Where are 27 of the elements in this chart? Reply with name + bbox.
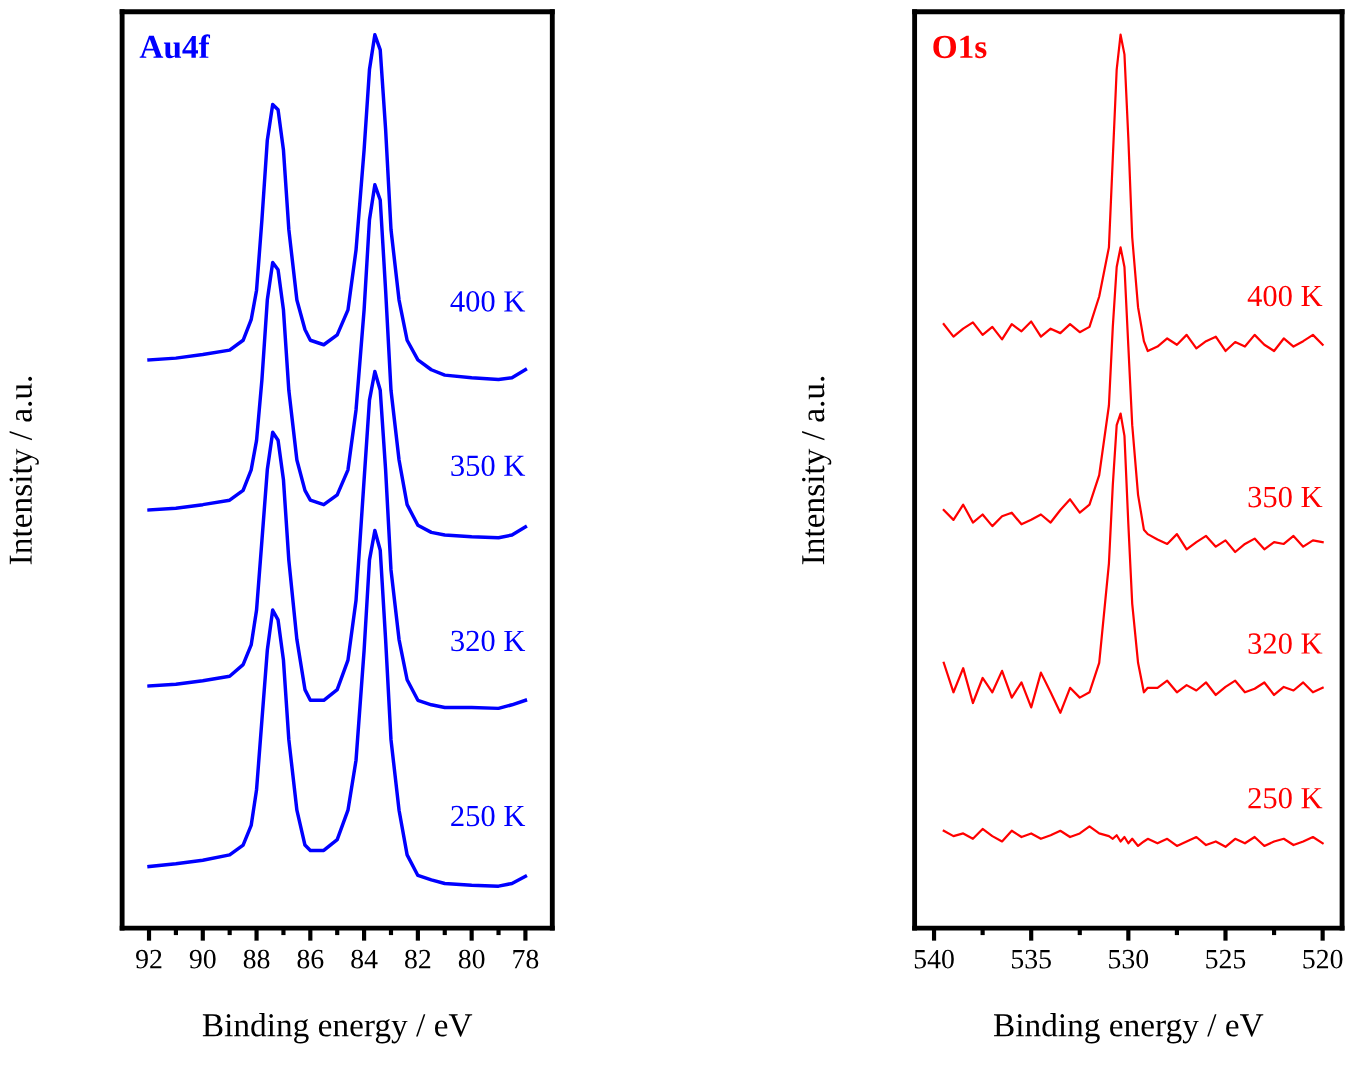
x-axis-title: Binding energy / eV: [202, 1013, 473, 1044]
x-tick-label: 78: [513, 949, 539, 969]
x-tick-label: 525: [1206, 949, 1246, 969]
x-tick-label: 88: [243, 949, 270, 969]
x-tick-label: 90: [189, 949, 216, 969]
series-label: 250 K: [1248, 787, 1323, 809]
chart-title: O1s: [933, 35, 987, 59]
chart-title: Au4f: [139, 34, 211, 59]
x-tick-label: 86: [297, 949, 324, 969]
x-tick-label: 82: [405, 949, 431, 969]
series-label: 350 K: [451, 455, 526, 477]
series-label: 350 K: [1248, 486, 1323, 508]
x-tick-label: 84: [351, 949, 378, 969]
series-label: 400 K: [1247, 285, 1323, 307]
y-axis-title: Intensity / a.u.: [802, 376, 832, 565]
series-label: 250 K: [451, 805, 526, 827]
x-tick-label: 540: [914, 949, 954, 969]
x-tick-label: 535: [1011, 949, 1051, 969]
y-axis-title: Intensity / a.u.: [9, 376, 39, 565]
x-tick-label: 520: [1303, 949, 1343, 969]
x-tick-label: 92: [136, 949, 162, 969]
x-axis-title: Binding energy / eV: [993, 1013, 1264, 1044]
x-tick-label: 80: [458, 949, 485, 969]
series-label: 320 K: [1248, 633, 1323, 654]
x-tick-label: 530: [1109, 949, 1149, 969]
series-label: 400 K: [450, 291, 526, 312]
series-label: 320 K: [451, 630, 526, 652]
